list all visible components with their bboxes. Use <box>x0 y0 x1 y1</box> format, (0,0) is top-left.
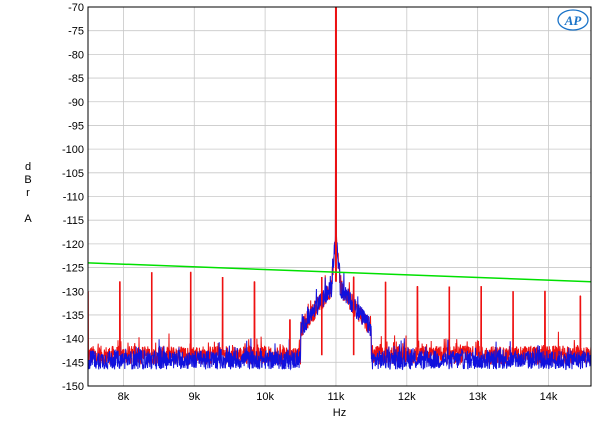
y-axis-label: dBr A <box>24 161 32 225</box>
series-red-spectrum <box>88 7 591 367</box>
y-tick-label: -120 <box>62 239 84 251</box>
y-tick-label: -85 <box>68 73 84 85</box>
y-tick-label: -145 <box>62 357 84 369</box>
plot-frame <box>87 6 592 387</box>
ap-logo: AP <box>557 9 589 31</box>
y-tick-labels: -70 -75 -80 -85 -90 -95 -100 -105 -110 -115 -120 -1… <box>62 2 84 393</box>
y-axis-label-char: B <box>24 174 31 186</box>
y-tick-label: -105 <box>62 168 84 180</box>
x-tick-label: 14k <box>540 391 558 403</box>
y-tick-label: -125 <box>62 263 84 275</box>
y-axis-label-char: d <box>25 161 31 173</box>
y-tick-label: -100 <box>62 144 84 156</box>
y-tick-label: -110 <box>63 192 84 204</box>
y-tick-label: -95 <box>68 120 84 132</box>
y-tick-label: -75 <box>68 26 84 38</box>
y-tick-label: -90 <box>68 97 84 109</box>
x-tick-label: 13k <box>469 391 487 403</box>
x-tick-label: 12k <box>398 391 416 403</box>
x-tick-label: 8k <box>118 391 130 403</box>
y-axis-label-char: r <box>26 187 30 199</box>
logo-text: AP <box>564 13 583 28</box>
y-tick-label: -135 <box>62 310 84 322</box>
x-axis-label: Hz <box>333 407 346 419</box>
y-axis-label-char: A <box>24 213 32 225</box>
x-tick-label: 9k <box>188 391 200 403</box>
y-tick-label: -70 <box>68 2 84 14</box>
x-tick-label: 10k <box>256 391 274 403</box>
y-tick-label: -150 <box>62 381 84 393</box>
x-tick-label: 11k <box>327 391 344 403</box>
series-green-line <box>88 262 591 283</box>
x-tick-labels: 8k 9k 10k 11k 12k 13k 14k <box>118 391 558 403</box>
logo-ellipse <box>557 9 589 31</box>
y-tick-label: -140 <box>62 334 84 346</box>
series-group <box>88 7 591 371</box>
y-tick-label: -130 <box>62 286 84 298</box>
y-tick-label: -115 <box>63 215 84 227</box>
series-blue-spectrum <box>88 7 591 371</box>
grid <box>88 6 591 387</box>
y-tick-label: -80 <box>68 49 84 61</box>
